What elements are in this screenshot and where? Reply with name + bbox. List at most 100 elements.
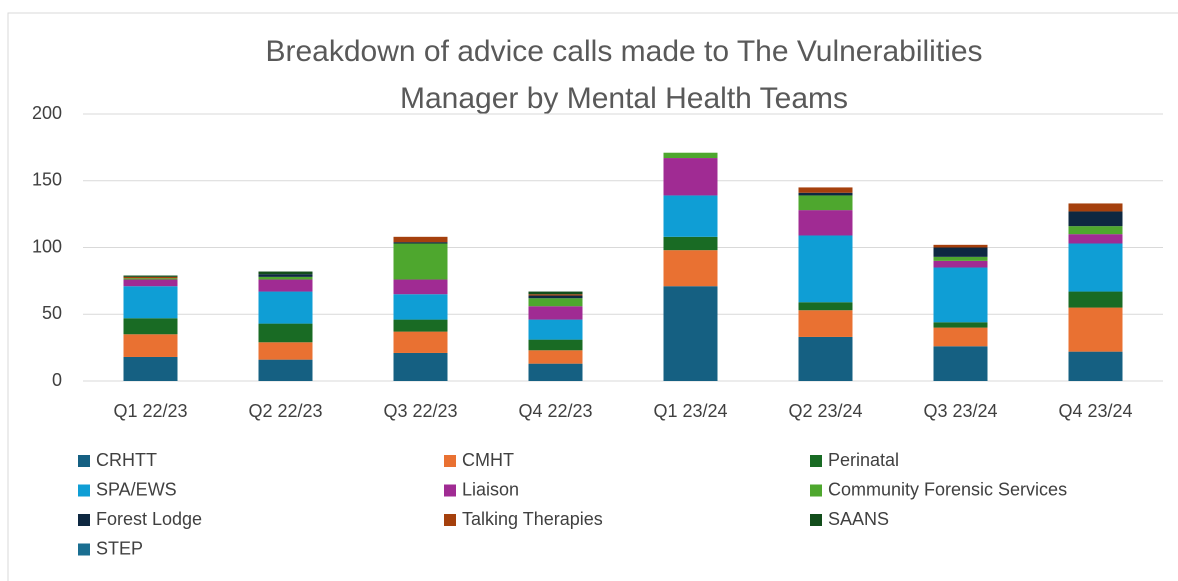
legend-swatch [444, 455, 456, 467]
bar-segment [1068, 203, 1123, 212]
y-tick-label: 200 [32, 103, 62, 123]
chart-border [7, 12, 1178, 581]
bar-segment [258, 291, 313, 324]
bar-segment [258, 271, 313, 275]
bar-segment [393, 331, 448, 353]
x-tick-label: Q3 23/24 [923, 401, 997, 421]
bar-segment [393, 242, 448, 244]
bar-segment [798, 310, 853, 337]
bar-segment [933, 244, 988, 248]
y-tick-label: 0 [52, 370, 62, 390]
bar-segment [1068, 307, 1123, 352]
bar-segment [933, 256, 988, 261]
legend-label: STEP [96, 538, 143, 558]
legend-swatch [78, 484, 90, 497]
bar-segment [1068, 211, 1123, 227]
legend-swatch [810, 484, 822, 497]
bar-segment [123, 334, 178, 357]
bar-segment [1068, 226, 1123, 235]
legend-swatch [444, 484, 456, 497]
bar-segment [1068, 243, 1123, 292]
bar-segment [123, 276, 178, 279]
legend-swatch [78, 455, 90, 467]
legend-swatch [810, 455, 822, 467]
bar-segment [123, 356, 178, 381]
bar-segment [528, 306, 583, 320]
bar-segment [663, 250, 718, 287]
bar-segment [258, 276, 313, 280]
bar-segment [933, 346, 988, 381]
bar-segment [663, 236, 718, 251]
legend-swatch [444, 514, 456, 526]
legend-label: Liaison [462, 479, 519, 499]
bar-segment [258, 359, 313, 381]
bar-segment [933, 327, 988, 347]
bar-segment [528, 350, 583, 364]
legend-label: Talking Therapies [462, 509, 603, 529]
bar-segment [528, 363, 583, 381]
bar-segment [798, 187, 853, 193]
bar-segment [393, 236, 448, 243]
bar-segment [798, 210, 853, 236]
x-tick-label: Q4 23/24 [1058, 401, 1132, 421]
bar-segment [528, 339, 583, 351]
bar-segment [798, 302, 853, 311]
bar-segment [393, 279, 448, 295]
bar-segment [393, 294, 448, 320]
bar-segment [528, 291, 583, 295]
legend-swatch [810, 514, 822, 526]
chart-title: Breakdown of advice calls made to The Vu… [265, 35, 983, 115]
y-tick-label: 50 [42, 303, 62, 323]
x-tick-label: Q4 22/23 [518, 401, 592, 421]
bar-segment [798, 195, 853, 211]
bar-segment [663, 195, 718, 237]
bar-segment [528, 294, 583, 296]
bar-segment [798, 336, 853, 381]
legend-label: Perinatal [828, 450, 899, 470]
legend-swatch [78, 543, 90, 556]
legend-label: Community Forensic Services [828, 479, 1067, 499]
bar-segment [123, 278, 178, 280]
legend-swatch [78, 514, 90, 526]
bar-segment [258, 342, 313, 360]
bar-segment [663, 286, 718, 381]
legend-label: CMHT [462, 450, 514, 470]
bar-segment [258, 279, 313, 292]
bar-segment [798, 192, 853, 196]
legend-label: CRHTT [96, 450, 157, 470]
x-tick-label: Q3 22/23 [383, 401, 457, 421]
bar-segment [1068, 291, 1123, 308]
bar-segment [123, 318, 178, 335]
legend-label: SAANS [828, 509, 889, 529]
bar-segment [123, 275, 178, 277]
bar-segment [798, 235, 853, 303]
bar-segment [258, 323, 313, 343]
bar-segment [933, 260, 988, 268]
y-tick-label: 150 [32, 170, 62, 190]
bar-segment [123, 279, 178, 287]
bar-segment [528, 295, 583, 299]
bar-segment [528, 319, 583, 340]
legend-label: Forest Lodge [96, 509, 202, 529]
x-tick-label: Q1 22/23 [113, 401, 187, 421]
bar-segment [528, 298, 583, 307]
bar-segment [1068, 234, 1123, 244]
x-tick-label: Q2 23/24 [788, 401, 862, 421]
x-tick-label: Q1 23/24 [653, 401, 727, 421]
bar-segment [933, 267, 988, 323]
y-tick-label: 100 [32, 236, 62, 256]
bar-segment [1068, 351, 1123, 381]
x-tick-label: Q2 22/23 [248, 401, 322, 421]
bar-segment [663, 152, 718, 159]
bar-segment [933, 247, 988, 257]
bar-segment [393, 243, 448, 280]
legend-label: SPA/EWS [96, 479, 177, 499]
bar-segment [258, 274, 313, 277]
bar-segment [933, 322, 988, 328]
bar-segment [123, 286, 178, 319]
bar-segment [393, 352, 448, 381]
bar-segment [393, 319, 448, 332]
bar-segment [663, 158, 718, 196]
